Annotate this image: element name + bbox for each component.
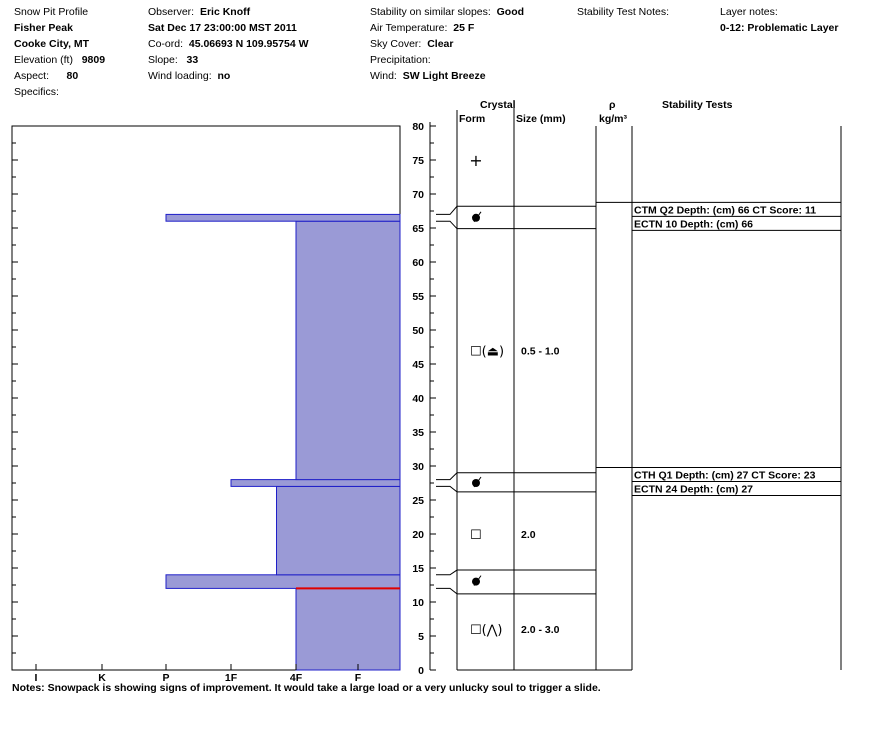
aspect-row: Aspect: 80 [14, 70, 78, 82]
aspect-value: 80 [66, 70, 79, 82]
sky-row: Sky Cover: Clear [370, 38, 453, 50]
rho-heading: ρ [609, 99, 616, 111]
profile-title: Snow Pit Profile [14, 6, 89, 18]
slope-row: Slope: 33 [148, 54, 198, 66]
hardness-label: K [98, 672, 106, 684]
hardness-label: 4F [290, 672, 303, 684]
coord-value: 45.06693 N 109.95754 W [188, 38, 309, 50]
stability-row: Stability on similar slopes: Good [370, 6, 524, 18]
observer-row: Observer: Eric Knoff [148, 6, 250, 18]
depth-tick-label: 50 [412, 325, 424, 337]
hardness-layer-bar [230, 479, 401, 487]
crystal-size-label: 2.0 [521, 529, 536, 541]
stability-test-notes-label: Stability Test Notes: [577, 6, 670, 18]
snow-profile-chart: I K P 1F 4F F 0 5 10 15 20 25 30 35 40 45 50 55 60 65 70 75 80… [11, 100, 842, 684]
stability-label: Stability on similar slopes: [370, 6, 491, 18]
air-temp-value: 25 F [453, 22, 475, 34]
wind-row: Wind: SW Light Breeze [370, 70, 486, 82]
hardness-label: 1F [225, 672, 238, 684]
sky-value: Clear [427, 38, 454, 50]
hardness-label: I [35, 672, 38, 684]
wind-loading-label: Wind loading: [148, 70, 212, 82]
size-heading: Size (mm) [516, 113, 566, 125]
crystal-form-surface-hoar-stroke [473, 476, 482, 488]
sky-label: Sky Cover: [370, 38, 422, 50]
hardness-layer-bar [276, 485, 401, 576]
hardness-layer-bar [165, 574, 401, 589]
aspect-label: Aspect: [14, 70, 50, 82]
specifics-label: Specifics: [14, 86, 59, 98]
depth-tick-label: 0 [418, 665, 424, 677]
form-heading: Form [459, 113, 486, 125]
layer-note: 0-12: Problematic Layer [720, 22, 839, 34]
layer-boundary-line [436, 205, 596, 215]
depth-tick-label: 80 [412, 121, 424, 133]
depth-tick-label: 75 [412, 155, 424, 167]
stability-test-line1: CTM Q2 Depth: (cm) 66 CT Score: 11 [634, 204, 816, 216]
precip-label: Precipitation: [370, 54, 431, 66]
stability-tests-heading: Stability Tests [662, 99, 733, 111]
layer-boundary-line [436, 220, 596, 230]
air-temp-label: Air Temperature: [370, 22, 448, 34]
observer-value: Eric Knoff [199, 6, 251, 18]
rho-unit-heading: kg/m³ [599, 113, 628, 125]
depth-tick-label: 15 [412, 563, 424, 575]
depth-tick-label: 5 [418, 631, 424, 643]
crystal-form-surface-hoar-stroke [473, 575, 482, 586]
layer-boundary-line [436, 485, 596, 493]
depth-tick-label: 65 [412, 223, 424, 235]
crystal-form-surface-hoar-stroke [473, 211, 482, 223]
wind-value: SW Light Breeze [402, 70, 486, 82]
layer-boundary-line [436, 472, 596, 481]
depth-tick-label: 45 [412, 359, 424, 371]
depth-tick-label: 60 [412, 257, 424, 269]
layer-boundary-line [436, 587, 596, 595]
crystal-heading: Crystal [480, 99, 516, 111]
layer-boundary-line [436, 569, 596, 576]
slope-label: Slope: [148, 54, 178, 66]
datetime: Sat Dec 17 23:00:00 MST 2011 [148, 22, 297, 34]
depth-tick-label: 35 [412, 427, 424, 439]
layer-notes-label: Layer notes: [720, 6, 778, 18]
crystal-size-label: 2.0 - 3.0 [521, 624, 560, 636]
hardness-layer-bar [295, 220, 401, 481]
crystal-size-label: 0.5 - 1.0 [521, 345, 560, 357]
wind-label: Wind: [370, 70, 397, 82]
wind-loading-row: Wind loading: no [148, 70, 230, 82]
depth-tick-label: 55 [412, 291, 424, 303]
depth-tick-label: 25 [412, 495, 424, 507]
hardness-label: F [355, 672, 362, 684]
area-name: Cooke City, MT [14, 38, 90, 50]
hardness-layer-bar [295, 587, 401, 671]
crystal-form-symbol: ☐ [470, 528, 482, 543]
notes: Notes: Snowpack is showing signs of impr… [12, 682, 601, 694]
hardness-layer-bar [165, 213, 401, 222]
stability-test-line1: CTH Q1 Depth: (cm) 27 CT Score: 23 [634, 470, 816, 482]
crystal-form-symbol: ☐(⏏) [470, 344, 504, 359]
depth-tick-label: 10 [412, 597, 424, 609]
location-name: Fisher Peak [14, 22, 73, 34]
elevation-label: Elevation (ft) [14, 54, 73, 66]
slope-value: 33 [186, 54, 199, 66]
depth-tick-label: 70 [412, 189, 424, 201]
stability-test-line2: ECTN 24 Depth: (cm) 27 [634, 484, 753, 496]
wind-loading-value: no [217, 70, 231, 82]
observer-label: Observer: [148, 6, 195, 18]
crystal-form-plus: + [469, 151, 482, 170]
hardness-label: P [162, 672, 169, 684]
elevation-row: Elevation (ft) 9809 [14, 54, 105, 66]
depth-tick-label: 30 [412, 461, 424, 473]
elevation-value: 9809 [81, 54, 106, 66]
crystal-form-symbol: ☐(⋀) [470, 623, 502, 638]
depth-tick-label: 20 [412, 529, 424, 541]
depth-tick-label: 40 [412, 393, 424, 405]
stability-value: Good [496, 6, 525, 18]
stability-test-line2: ECTN 10 Depth: (cm) 66 [634, 218, 753, 230]
coord-row: Co-ord: 45.06693 N 109.95754 W [148, 38, 309, 50]
air-temp-row: Air Temperature: 25 F [370, 22, 474, 34]
coord-label: Co-ord: [148, 38, 184, 50]
